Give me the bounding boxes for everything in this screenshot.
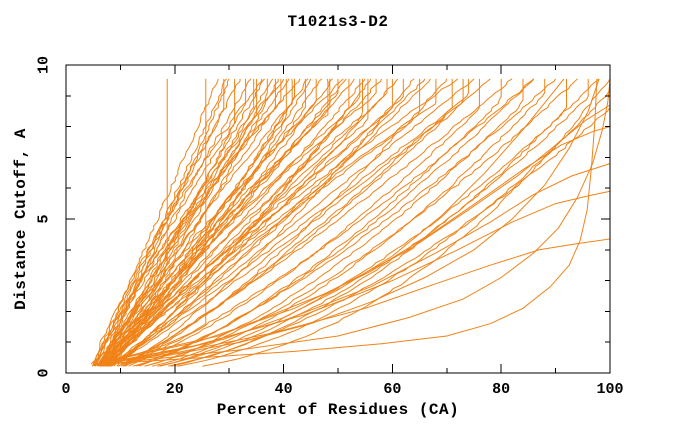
model-curve xyxy=(128,78,480,367)
model-curve xyxy=(101,78,363,367)
model-curve-good-model-1 xyxy=(95,78,600,365)
x-tick-label: 40 xyxy=(274,381,293,398)
model-curve xyxy=(107,78,399,367)
x-tick-label: 80 xyxy=(492,381,511,398)
x-tick-label: 60 xyxy=(383,381,402,398)
x-tick-label: 0 xyxy=(61,381,71,398)
model-curve xyxy=(100,78,293,367)
model-curve xyxy=(105,78,329,367)
model-curve xyxy=(176,78,611,367)
model-curve-best-model xyxy=(92,78,598,366)
model-curve xyxy=(132,78,557,367)
chart-title: T1021s3-D2 xyxy=(287,13,389,31)
model-curve xyxy=(92,78,263,367)
model-curve xyxy=(123,78,415,367)
model-curve xyxy=(167,78,611,367)
model-curve xyxy=(108,78,312,367)
model-curve xyxy=(144,78,524,367)
model-curve xyxy=(117,78,464,367)
model-curve-ends-right-border-6.8 xyxy=(98,163,611,365)
y-tick-label: 10 xyxy=(35,55,53,75)
model-curve xyxy=(100,78,366,367)
model-curve xyxy=(106,78,382,367)
model-curve xyxy=(102,78,361,367)
model-curve xyxy=(98,78,317,367)
axis-frame xyxy=(65,64,611,374)
y-tick-label: 0 xyxy=(35,368,53,378)
model-curves xyxy=(90,78,611,367)
model-curve xyxy=(100,78,274,367)
model-curve xyxy=(99,78,459,367)
model-curve xyxy=(95,78,285,367)
model-curve xyxy=(94,78,301,367)
model-curve xyxy=(144,78,578,367)
model-curve-second-best-model xyxy=(94,80,611,366)
x-tick-label: 20 xyxy=(165,381,184,398)
model-curve xyxy=(103,78,377,367)
model-curve xyxy=(109,78,431,367)
model-curve xyxy=(122,78,535,367)
model-curve xyxy=(105,78,309,367)
model-curve xyxy=(118,78,513,367)
model-curve xyxy=(102,78,421,367)
model-curve xyxy=(111,78,491,367)
model-curve-ends-right-border-8.7 xyxy=(106,104,611,362)
model-curve xyxy=(136,78,502,367)
model-curve xyxy=(139,78,535,367)
model-curve xyxy=(96,78,344,367)
model-curve-short-coverage-vertical-19pct xyxy=(90,78,168,365)
y-tick-label: 5 xyxy=(35,214,53,224)
model-curve xyxy=(94,78,225,367)
model-curve xyxy=(105,78,388,367)
model-curve xyxy=(202,78,611,367)
x-axis-label: Percent of Residues (CA) xyxy=(216,401,460,419)
x-tick-label: 100 xyxy=(596,381,624,398)
model-curve xyxy=(116,78,475,367)
model-curve xyxy=(101,78,252,367)
model-curve xyxy=(157,78,589,367)
model-curve-right-border-vertical xyxy=(98,80,611,365)
